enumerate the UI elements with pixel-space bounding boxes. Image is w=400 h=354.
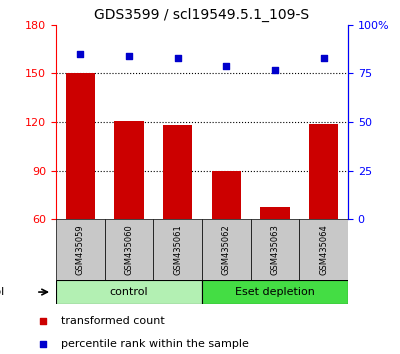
Bar — [299, 219, 348, 280]
Text: transformed count: transformed count — [61, 316, 165, 326]
Title: GDS3599 / scl19549.5.1_109-S: GDS3599 / scl19549.5.1_109-S — [94, 8, 310, 22]
Point — [272, 67, 278, 72]
Point — [126, 53, 132, 59]
Point — [278, 27, 285, 33]
Text: Eset depletion: Eset depletion — [235, 287, 315, 297]
Bar — [202, 280, 348, 304]
Bar — [309, 124, 338, 219]
Point — [77, 51, 84, 57]
Point — [174, 55, 181, 61]
Bar — [56, 280, 202, 304]
Point — [320, 55, 327, 61]
Text: protocol: protocol — [0, 287, 4, 297]
Bar — [56, 219, 105, 280]
Bar — [202, 219, 251, 280]
Text: GSM435064: GSM435064 — [319, 224, 328, 275]
Bar — [66, 73, 95, 219]
Text: GSM435061: GSM435061 — [173, 224, 182, 275]
Bar — [260, 206, 290, 219]
Text: percentile rank within the sample: percentile rank within the sample — [61, 339, 249, 349]
Text: control: control — [110, 287, 148, 297]
Text: GSM435063: GSM435063 — [270, 224, 280, 275]
Bar — [153, 219, 202, 280]
Bar — [105, 219, 153, 280]
Text: GSM435060: GSM435060 — [124, 224, 134, 275]
Point — [223, 63, 230, 68]
Text: GSM435062: GSM435062 — [222, 224, 231, 275]
Bar — [114, 120, 144, 219]
Point — [278, 236, 285, 242]
Bar — [212, 171, 241, 219]
Text: GSM435059: GSM435059 — [76, 224, 85, 275]
Bar — [251, 219, 299, 280]
Bar — [163, 125, 192, 219]
